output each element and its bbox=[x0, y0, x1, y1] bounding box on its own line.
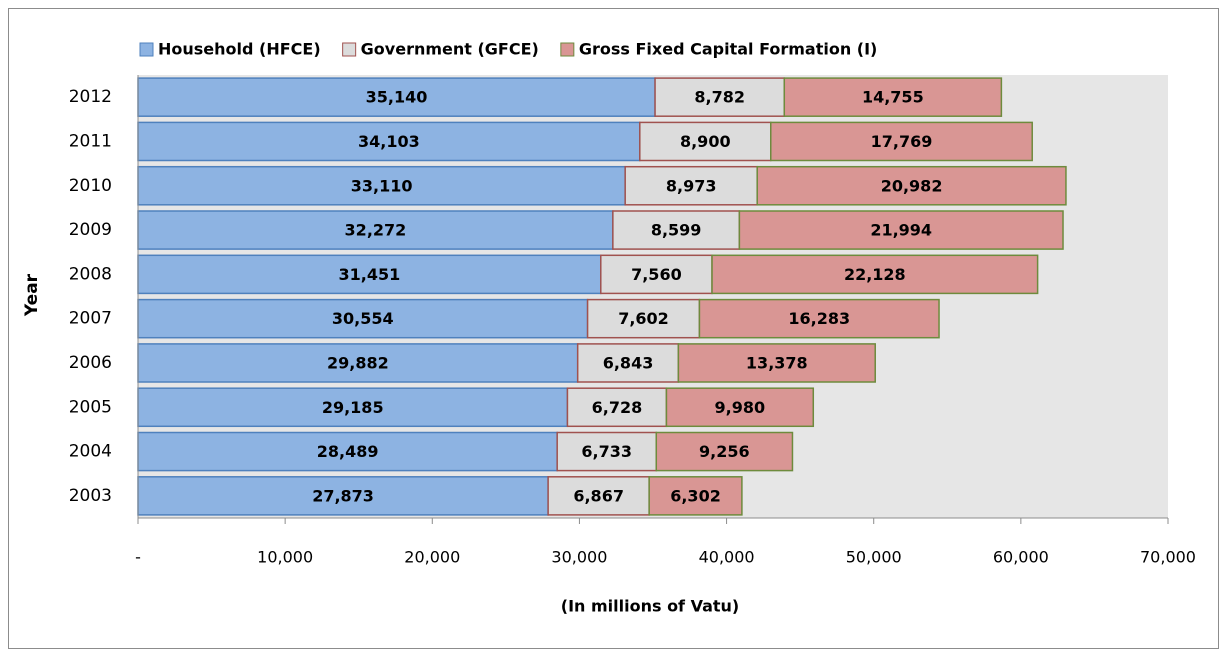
data-label: 6,302 bbox=[670, 486, 721, 505]
bar-segment bbox=[770, 121, 1033, 162]
data-label: 8,973 bbox=[666, 176, 717, 195]
data-label: 16,283 bbox=[788, 309, 850, 328]
y-tick-label: 2005 bbox=[69, 397, 112, 417]
bar-segment bbox=[137, 431, 558, 472]
bar-segment bbox=[576, 343, 680, 383]
data-label: 27,873 bbox=[312, 486, 374, 505]
data-label: 21,994 bbox=[870, 221, 932, 240]
data-label: 33,110 bbox=[351, 176, 413, 195]
x-tick-label: 60,000 bbox=[993, 548, 1049, 567]
bar-segment bbox=[624, 165, 758, 206]
legend-swatch bbox=[560, 42, 575, 57]
bar-segment bbox=[738, 210, 1064, 250]
data-label: 13,378 bbox=[746, 353, 808, 372]
bar-segment bbox=[566, 387, 668, 428]
bar-segment bbox=[654, 77, 786, 117]
x-tick-label: 70,000 bbox=[1140, 548, 1196, 567]
data-label: 6,728 bbox=[592, 398, 643, 417]
bar-segment bbox=[137, 121, 641, 162]
y-axis-title: Year bbox=[22, 273, 42, 317]
bar-segment bbox=[137, 77, 656, 117]
x-tick-label: 30,000 bbox=[551, 548, 607, 567]
bar-segment bbox=[665, 387, 815, 428]
legend-swatch bbox=[139, 42, 154, 57]
data-label: 8,782 bbox=[694, 88, 745, 107]
bar-segment bbox=[639, 121, 772, 162]
legend-label: Household (HFCE) bbox=[158, 40, 321, 59]
legend-label: Government (GFCE) bbox=[361, 40, 539, 59]
x-tick-label: 40,000 bbox=[699, 548, 755, 567]
x-tick-label: 20,000 bbox=[404, 548, 460, 567]
y-tick-label: 2010 bbox=[69, 176, 112, 196]
bar-segment bbox=[655, 431, 794, 472]
bar-segment bbox=[698, 298, 940, 339]
bar-segment bbox=[756, 165, 1067, 206]
y-tick-label: 2004 bbox=[69, 442, 112, 462]
y-tick-label: 2003 bbox=[69, 486, 112, 506]
bar-segment bbox=[547, 476, 650, 516]
data-label: 35,140 bbox=[366, 88, 428, 107]
y-tick-label: 2007 bbox=[69, 309, 112, 329]
bar-segment bbox=[612, 210, 741, 250]
y-tick-label: 2008 bbox=[69, 264, 112, 284]
data-label: 7,560 bbox=[631, 265, 682, 284]
bar-segment bbox=[137, 476, 549, 516]
data-label: 9,256 bbox=[699, 442, 750, 461]
data-label: 22,128 bbox=[844, 265, 906, 284]
bar-segment bbox=[600, 254, 713, 295]
data-label: 8,900 bbox=[680, 132, 731, 151]
legend-swatch bbox=[342, 42, 357, 57]
bar-segment bbox=[783, 77, 1003, 117]
bar-segment bbox=[711, 254, 1039, 295]
data-label: 31,451 bbox=[339, 265, 401, 284]
bar-segment bbox=[137, 254, 602, 295]
y-tick-label: 2012 bbox=[69, 87, 112, 107]
data-label: 7,602 bbox=[618, 309, 669, 328]
bar-segment bbox=[137, 387, 569, 428]
y-tick-label: 2011 bbox=[69, 131, 112, 151]
data-label: 6,733 bbox=[581, 442, 632, 461]
bar-segment bbox=[586, 298, 701, 339]
data-label: 29,882 bbox=[327, 353, 389, 372]
data-label: 6,843 bbox=[603, 353, 654, 372]
bar-segment bbox=[137, 298, 589, 339]
data-label: 34,103 bbox=[358, 132, 420, 151]
x-tick-label: 50,000 bbox=[846, 548, 902, 567]
legend-label: Gross Fixed Capital Formation (I) bbox=[579, 40, 878, 59]
bar-segment bbox=[648, 476, 743, 516]
data-label: 28,489 bbox=[317, 442, 379, 461]
y-tick-label: 2006 bbox=[69, 353, 112, 373]
data-label: 17,769 bbox=[871, 132, 933, 151]
data-label: 14,755 bbox=[862, 88, 924, 107]
data-label: 20,982 bbox=[881, 176, 943, 195]
y-tick-label: 2009 bbox=[69, 220, 112, 240]
data-label: 8,599 bbox=[651, 221, 702, 240]
x-axis-title: (In millions of Vatu) bbox=[561, 597, 740, 616]
bar-segment bbox=[677, 343, 876, 383]
x-tick-label: 10,000 bbox=[257, 548, 313, 567]
data-label: 9,980 bbox=[715, 398, 766, 417]
data-label: 32,272 bbox=[345, 221, 407, 240]
data-label: 6,867 bbox=[573, 486, 624, 505]
x-tick-label: - bbox=[135, 548, 141, 567]
data-label: 29,185 bbox=[322, 398, 384, 417]
data-label: 30,554 bbox=[332, 309, 394, 328]
